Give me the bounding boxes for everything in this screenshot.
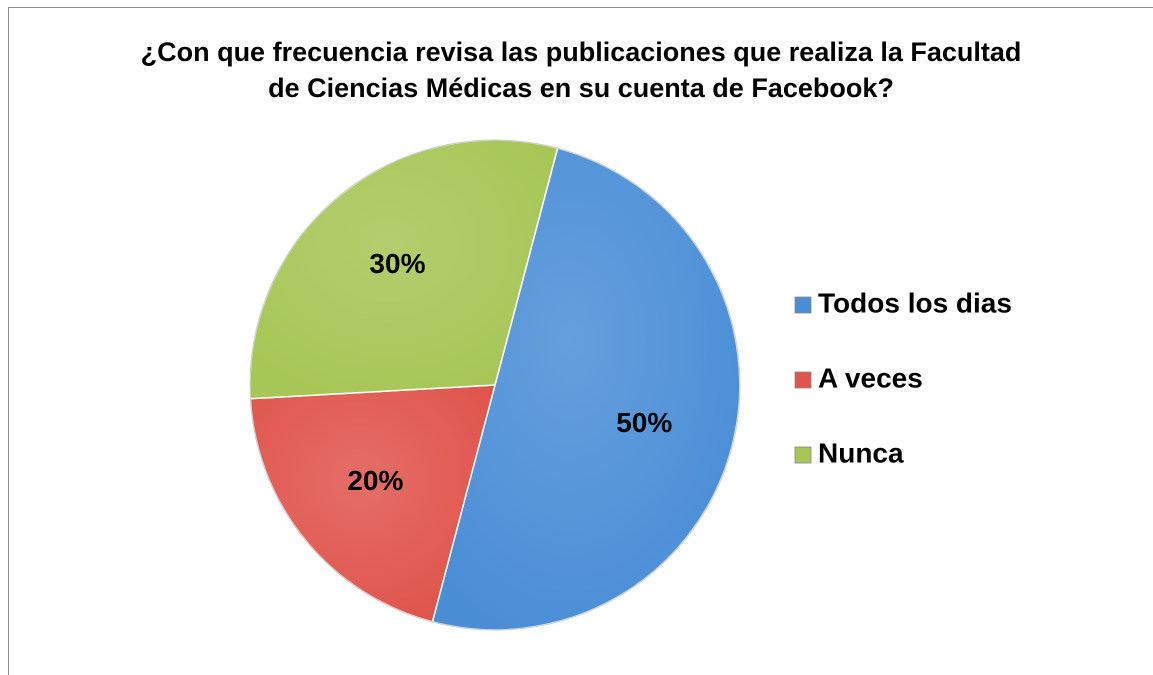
chart-frame <box>8 7 1153 675</box>
pie-slice <box>431 147 741 631</box>
legend-swatch <box>794 446 812 464</box>
legend-swatch <box>794 371 812 389</box>
legend-swatch <box>794 296 812 314</box>
pie-edge <box>249 139 741 631</box>
pie-slice <box>249 139 559 400</box>
pie-slice <box>249 384 496 623</box>
chart-title: ¿Con que frecuencia revisa las publicaci… <box>140 37 1022 103</box>
legend-label: Nunca <box>818 437 904 468</box>
data-label: 30% <box>369 248 425 279</box>
data-label: 50% <box>616 407 672 438</box>
legend-label: A veces <box>818 362 923 393</box>
data-label: 20% <box>347 465 403 496</box>
legend-label: Todos los dias <box>818 287 1012 318</box>
